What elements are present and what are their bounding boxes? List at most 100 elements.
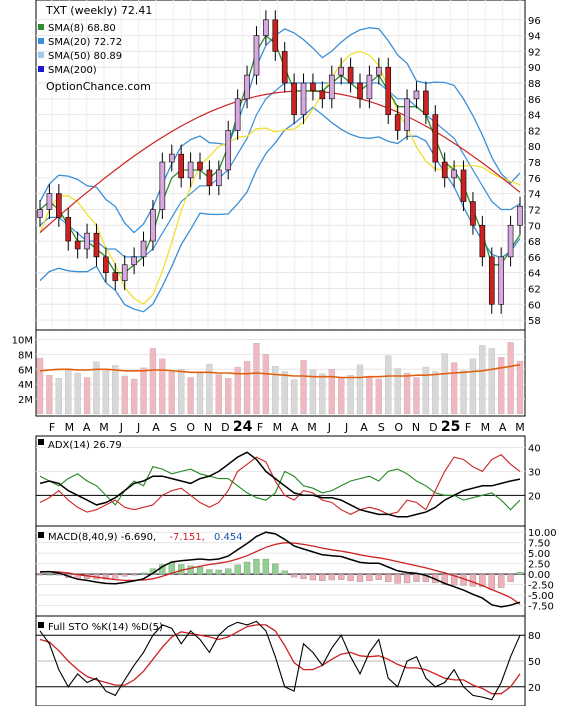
adx-y-axis: 20 30 40 [528,444,541,503]
x-axis-label: M [515,421,525,434]
volume-bar [272,366,279,415]
volume-bar [83,377,91,415]
candle-up [413,90,420,100]
macd-histogram-bar [36,573,44,576]
x-axis-label: A [291,421,299,434]
legend: SMA(8) 68.80 SMA(20) 72.72 SMA(50) 80.89 SM… [38,23,122,76]
stoch-y-axis: 20 50 80 [528,631,541,694]
volume-tick-label: 4M [18,380,33,391]
macd-histogram-bar [102,573,110,580]
plus-di-line [39,454,521,516]
volume-bar [507,342,514,415]
x-axis-label: M [273,421,283,434]
x-axis-label: M [99,421,109,434]
volume-bar [159,358,166,415]
macd-panel-frame [35,525,526,617]
macd-histogram [36,558,524,590]
sma20-line [39,82,521,258]
macd-histogram-bar [300,573,307,579]
volume-tick-label: 10M [12,335,33,346]
macd-histogram-bar [46,573,53,576]
candle-down [272,19,279,52]
volume-bar [366,376,373,415]
candle-down [470,201,476,226]
sma50-line [39,50,521,305]
candle-down [357,82,363,100]
x-axis-label: 25 [441,419,460,435]
candle-down [103,256,109,273]
legend-swatch [38,24,44,30]
macd-histogram-bar [479,573,486,587]
x-axis-label: M [307,421,317,434]
candle-down [479,224,486,258]
macd-histogram-bar [140,572,147,575]
macd-tick-label: 2.50 [528,560,550,571]
x-axis-label: M [65,421,75,434]
adx-tick-label: 20 [528,491,541,502]
candle-up [84,232,90,250]
macd-histogram-bar [450,573,458,586]
macd-title: MACD(8,40,9) -6.690, -7.151, 0.454 [48,532,243,543]
volume-bar [498,357,505,415]
macd-histogram-bar [319,573,326,582]
macd-histogram-bar [196,566,204,575]
x-axis-label: N [412,421,420,434]
macd-tick-label: 10.00 [528,528,557,539]
legend-label: SMA(20) 72.72 [48,37,122,48]
candle-up [300,82,307,115]
macd-histogram-bar [121,573,128,577]
adx-tick-label: 40 [528,444,541,455]
candle-down [281,51,288,84]
price-tick-label: 92 [528,47,541,58]
x-axis-label: A [499,421,507,434]
price-panel-frame [35,0,526,331]
macd-histogram-bar [422,573,430,582]
legend-swatch [38,52,44,58]
x-axis-label: 24 [233,419,253,435]
volume-bar [121,375,128,415]
price-y-axis: 58 60 62 64 66 68 70 72 74 76 78 80 82 84 86 88 90 92 94 96 [528,16,541,327]
price-tick-label: 70 [528,221,541,232]
candlesticks [37,10,523,314]
price-tick-label: 74 [528,190,541,201]
macd-histogram-bar [253,558,260,575]
macd-tick-label: -5.00 [528,591,554,602]
x-axis-label: M [481,421,491,434]
macd-tick-label: -2.50 [528,581,554,592]
macd-histogram-bar [130,573,138,576]
macd-tick-label: 5.00 [528,549,550,560]
long-ma-line [39,90,521,233]
volume-bar [112,365,119,415]
legend-label: SMA(200) [48,65,97,76]
candle-down [65,217,72,242]
macd-histogram-bar [516,572,524,575]
candle-up [404,98,410,131]
macd-histogram-bar [441,573,448,585]
volume-bar [309,369,317,415]
volume-bar [36,357,44,415]
candle-up [225,130,232,171]
candle-up [150,209,156,242]
macd-label: MACD(8,40,9) -6.690, [48,532,156,543]
candle-up [216,169,222,187]
volume-bar [243,360,251,415]
adx-lines [39,451,521,518]
candle-down [310,82,316,92]
macd-histogram-bar [338,573,345,580]
macd-histogram-bar [112,573,119,579]
candle-up [338,66,344,76]
price-tick-label: 90 [528,63,541,74]
chart-title: TXT (weekly) 72.41 [45,4,152,17]
candle-up [187,161,194,179]
macd-histogram-bar [225,568,232,575]
candle-up [376,66,382,76]
volume-bar [422,366,430,415]
candle-down [394,114,401,131]
macd-histogram-bar [281,570,288,575]
volume-bar [328,369,335,415]
volume-bars [36,342,524,415]
adx-tick-label: 30 [528,467,541,478]
volume-bar [234,366,241,415]
candle-down [197,161,203,171]
legend-swatch [38,66,44,72]
